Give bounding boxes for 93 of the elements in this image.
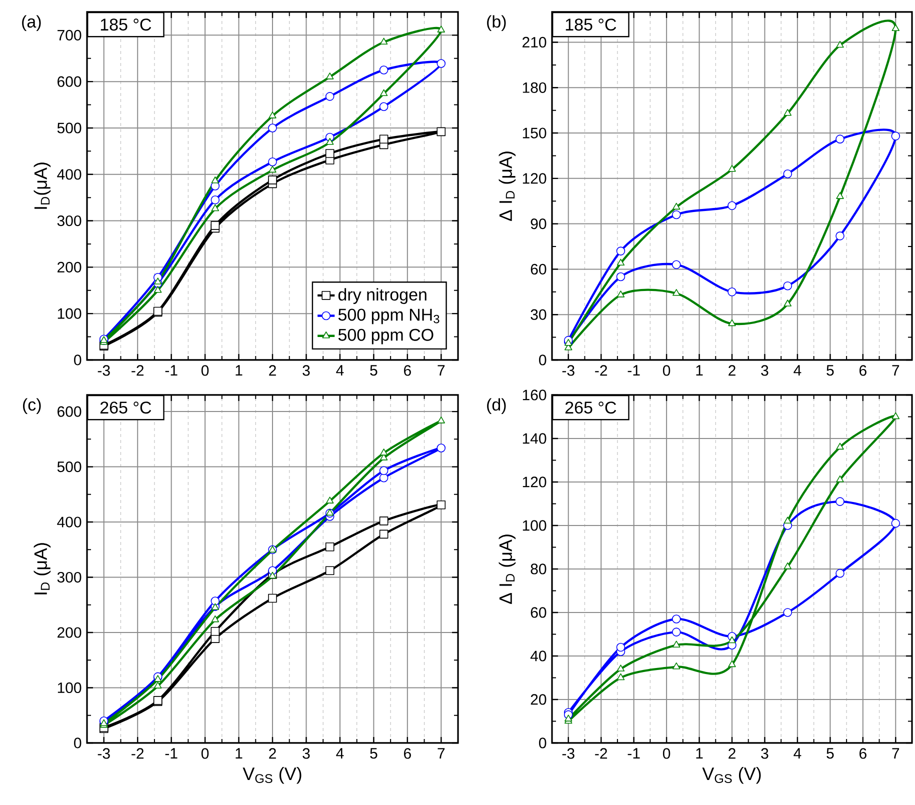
y-tick-label: 700 bbox=[58, 30, 82, 40]
x-tick-label: 2 bbox=[269, 365, 276, 376]
x-tick-label: 2 bbox=[728, 748, 736, 759]
x-tick-label: 5 bbox=[370, 748, 378, 759]
x-tick-label: 0 bbox=[662, 365, 670, 376]
y-tick-label: 400 bbox=[57, 516, 82, 528]
y-axis-title: Δ I$_{D}$ (μA) bbox=[498, 534, 516, 604]
y-tick-label: 60 bbox=[530, 264, 546, 275]
y-tick-label: 0 bbox=[74, 354, 82, 366]
x-tick-label: -3 bbox=[98, 365, 110, 376]
x-tick-label: -3 bbox=[562, 748, 574, 759]
x-tick-label: -2 bbox=[132, 365, 144, 376]
legend-label: 500 ppm NH$_{3}$ bbox=[338, 308, 440, 324]
x-tick-label: 5 bbox=[370, 365, 378, 376]
x-tick-label: -2 bbox=[595, 748, 608, 759]
y-tick-label: 0 bbox=[539, 354, 546, 366]
y-tick-label: 400 bbox=[57, 169, 82, 180]
y-tick-label: 0 bbox=[74, 738, 82, 748]
chart-title: (b) bbox=[487, 15, 506, 32]
annotation: 185 °C bbox=[566, 18, 616, 31]
x-tick-label: 5 bbox=[826, 365, 834, 376]
chart-title: (c) bbox=[23, 398, 41, 414]
x-tick-label: 3 bbox=[761, 748, 768, 759]
x-tick-label: 2 bbox=[728, 365, 736, 376]
y-tick-label: 120 bbox=[522, 476, 546, 488]
x-tick-label: 4 bbox=[794, 365, 802, 376]
x-tick-label: 7 bbox=[438, 748, 445, 758]
y-tick-label: 80 bbox=[530, 564, 546, 574]
y-tick-label: 180 bbox=[522, 82, 546, 93]
x-tick-label: -1 bbox=[628, 748, 640, 758]
x-tick-label: 6 bbox=[404, 365, 411, 376]
y-tick-label: 500 bbox=[57, 122, 82, 134]
y-tick-label: 600 bbox=[58, 406, 82, 417]
y-tick-label: 120 bbox=[522, 173, 546, 184]
y-tick-label: 140 bbox=[522, 433, 546, 444]
x-tick-label: 4 bbox=[794, 748, 802, 758]
y-axis-title: Δ I$_{D}$ (μA) bbox=[498, 152, 516, 221]
y-tick-label: 500 bbox=[57, 461, 82, 472]
y-tick-label: 200 bbox=[58, 627, 82, 638]
x-tick-label: 1 bbox=[236, 365, 242, 376]
x-tick-label: 0 bbox=[201, 365, 209, 376]
annotation: 185 °C bbox=[100, 18, 152, 31]
x-tick-label: 6 bbox=[860, 365, 866, 376]
x-axis-title: V$_{GS}$ (V) bbox=[242, 766, 302, 784]
y-tick-label: 100 bbox=[58, 308, 82, 319]
x-tick-label: -1 bbox=[165, 748, 178, 758]
x-tick-label: 5 bbox=[826, 748, 834, 759]
x-tick-label: 7 bbox=[438, 365, 445, 376]
y-tick-label: 300 bbox=[57, 215, 82, 226]
x-tick-label: 4 bbox=[336, 748, 344, 758]
chart-title: (a) bbox=[22, 15, 41, 32]
y-tick-label: 600 bbox=[58, 76, 82, 87]
x-tick-label: 2 bbox=[269, 748, 276, 759]
y-tick-label: 150 bbox=[522, 128, 546, 138]
y-tick-label: 20 bbox=[530, 694, 546, 705]
annotation: 265 °C bbox=[100, 402, 152, 414]
x-tick-label: 1 bbox=[696, 748, 703, 758]
x-tick-label: -2 bbox=[132, 748, 144, 759]
y-axis-title: I$_{D}$ (μA) bbox=[34, 543, 51, 594]
legend-label: dry nitrogen bbox=[338, 288, 426, 304]
x-tick-label: 7 bbox=[892, 365, 900, 376]
x-tick-label: 1 bbox=[696, 365, 703, 376]
legend-label: 500 ppm CO bbox=[338, 328, 434, 344]
x-tick-label: 0 bbox=[662, 748, 670, 759]
x-tick-label: 6 bbox=[860, 748, 866, 759]
y-tick-label: 100 bbox=[522, 520, 546, 531]
x-tick-label: 3 bbox=[761, 365, 768, 376]
x-tick-label: -1 bbox=[628, 365, 640, 376]
y-tick-label: 200 bbox=[58, 262, 82, 272]
x-tick-label: 4 bbox=[336, 365, 344, 376]
y-tick-label: 210 bbox=[522, 36, 546, 48]
y-tick-label: 40 bbox=[530, 650, 546, 662]
x-tick-label: -1 bbox=[165, 365, 178, 376]
x-tick-label: -3 bbox=[98, 748, 110, 759]
chart-title: (d) bbox=[487, 398, 506, 414]
annotation: 265 °C bbox=[565, 402, 616, 414]
y-tick-label: 90 bbox=[530, 218, 546, 230]
x-tick-label: -2 bbox=[595, 365, 608, 376]
x-tick-label: 3 bbox=[302, 365, 310, 376]
x-axis-title: V$_{GS}$ (V) bbox=[702, 766, 761, 784]
x-tick-label: 7 bbox=[892, 748, 900, 758]
x-tick-label: 3 bbox=[302, 748, 310, 759]
y-tick-label: 60 bbox=[530, 607, 546, 618]
y-tick-label: 160 bbox=[522, 390, 546, 400]
y-tick-label: 30 bbox=[530, 309, 546, 320]
x-tick-label: 0 bbox=[201, 748, 209, 759]
x-tick-label: 1 bbox=[236, 748, 242, 758]
y-axis-title: I$_{D}$(μA) bbox=[34, 162, 51, 209]
y-tick-label: 300 bbox=[57, 572, 82, 583]
y-tick-label: 0 bbox=[539, 738, 546, 748]
x-tick-label: -3 bbox=[562, 365, 574, 376]
x-tick-label: 6 bbox=[404, 748, 411, 759]
y-tick-label: 100 bbox=[58, 682, 82, 694]
